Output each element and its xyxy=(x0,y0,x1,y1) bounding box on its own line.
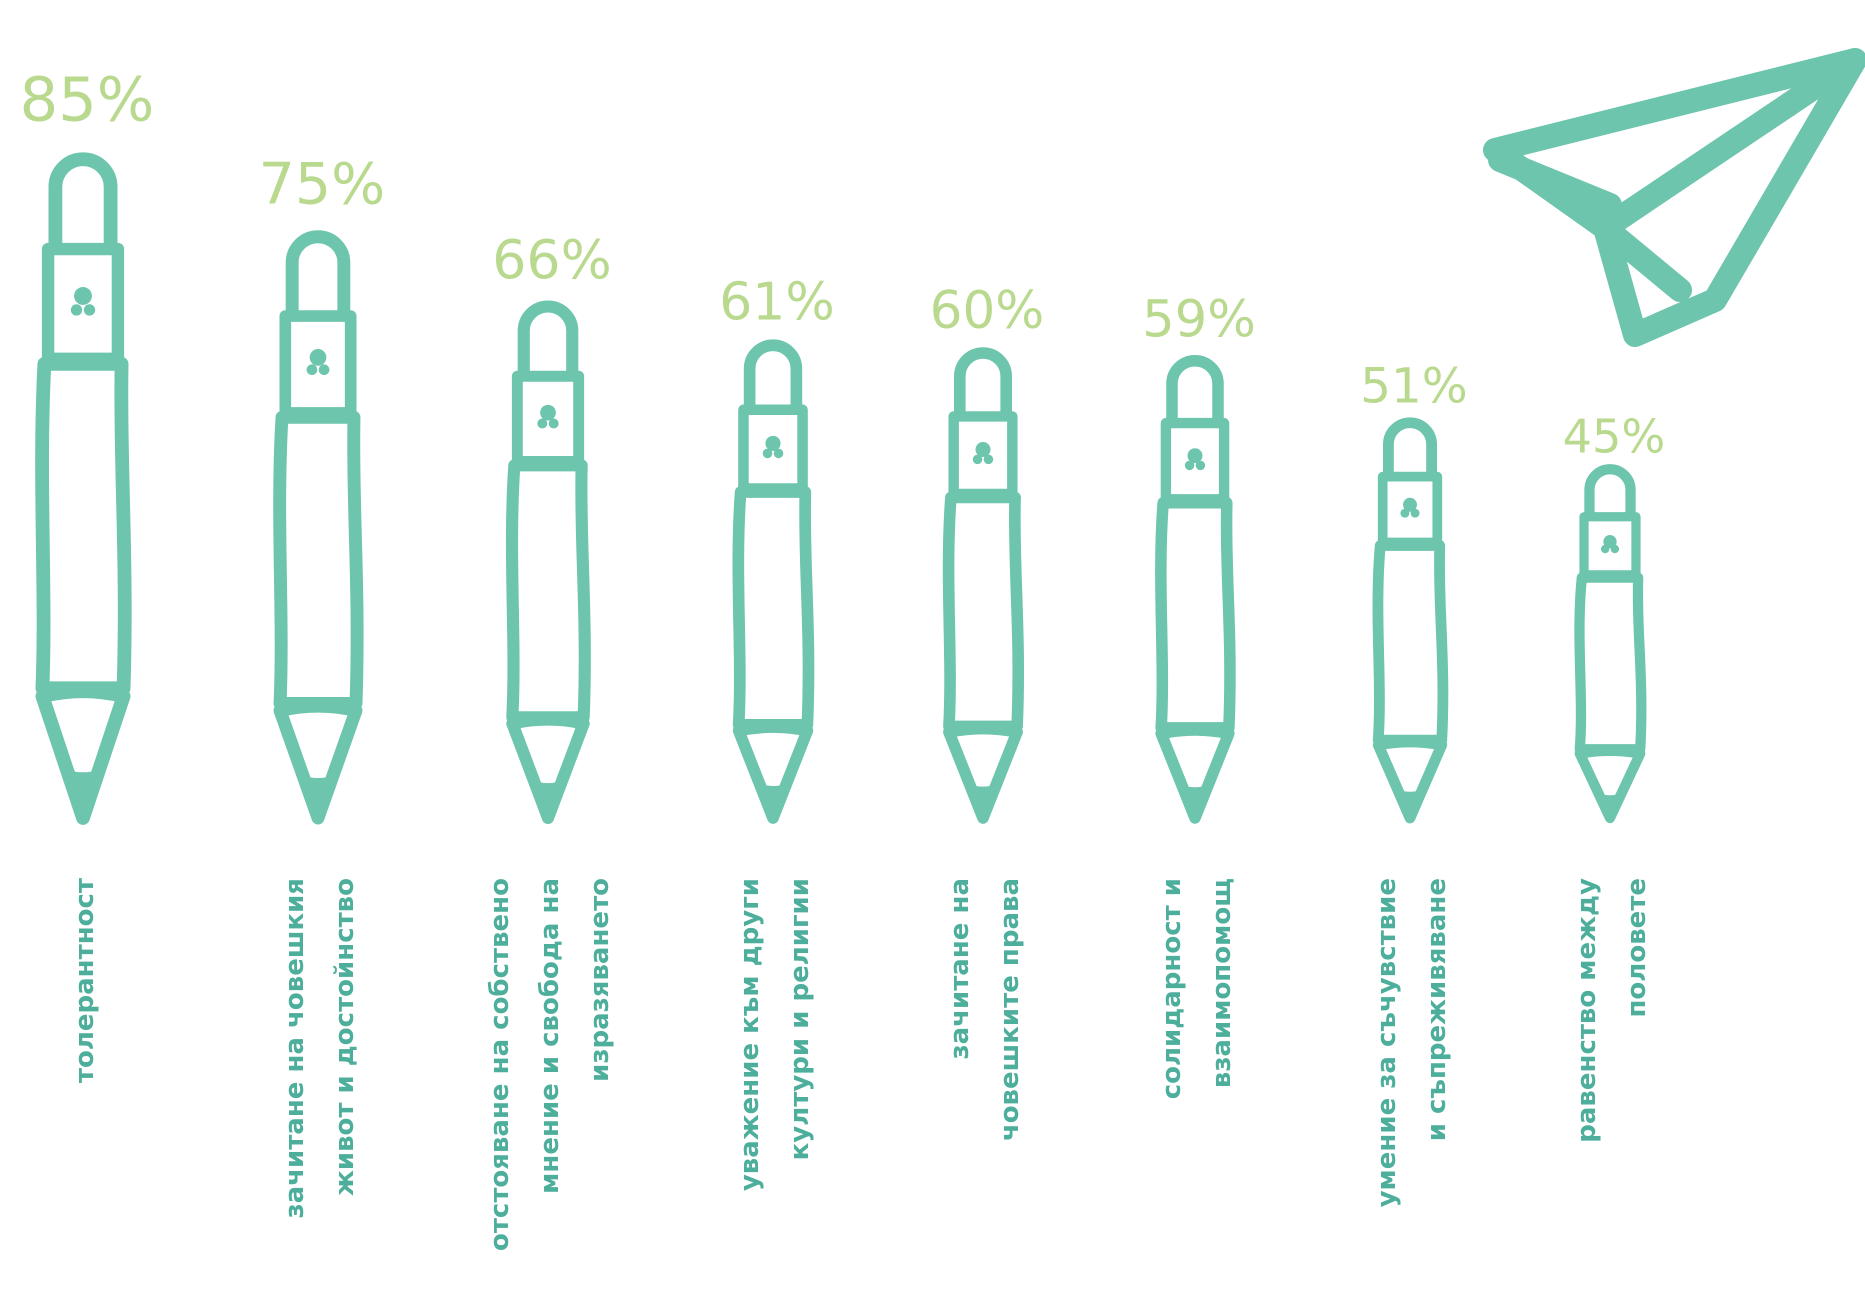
category-label-line: солидарност и xyxy=(1157,878,1187,1099)
category-label-line: мнение и свобода на xyxy=(535,878,565,1194)
category-label: уважение към други култури и религии xyxy=(735,878,815,1191)
value-label: 51% xyxy=(1360,359,1468,415)
pencil-bar: 75% xyxy=(273,230,364,825)
value-label: 75% xyxy=(259,152,386,218)
category-label-line: живот и достойнство xyxy=(330,878,360,1196)
category-label-line: половете xyxy=(1622,878,1652,1018)
category-label-line: равенство между xyxy=(1572,878,1602,1143)
value-label: 45% xyxy=(1563,410,1666,464)
category-label-line: взаимопомощ xyxy=(1207,878,1237,1088)
value-label: 59% xyxy=(1142,289,1256,349)
value-label: 61% xyxy=(719,273,835,333)
category-label-line: отстояване на собствено xyxy=(485,878,515,1251)
pencil-bar: 61% xyxy=(732,339,815,824)
category-label: толерантност xyxy=(70,878,100,1083)
category-label: умение за съчувствие и съпреживяване xyxy=(1372,878,1452,1207)
pencil-bar: 51% xyxy=(1372,417,1449,824)
category-label-line: изразяването xyxy=(585,878,615,1082)
category-label-line: човешките права xyxy=(995,878,1025,1141)
paper-plane-icon xyxy=(1483,48,1865,347)
category-label-line: зачитане на човешкия xyxy=(280,878,310,1219)
category-label-line: толерантност xyxy=(70,878,100,1083)
pencil-bar: 45% xyxy=(1574,464,1647,824)
category-labels-layer: толерантност зачитане на човешкия живот и … xyxy=(70,878,1652,1251)
pencil-bar: 66% xyxy=(505,300,591,825)
value-label: 85% xyxy=(20,66,155,136)
bars-layer: 85% 85% 75% 75% 66% 66% 61%61% 60% 60% 59% 59% 51%5… xyxy=(20,66,1666,825)
category-label-line: зачитане на xyxy=(945,878,975,1060)
pencil-bar: 60% xyxy=(942,347,1025,824)
category-label: равенство между половете xyxy=(1572,878,1652,1143)
category-label: зачитане на човешките права xyxy=(945,878,1025,1141)
category-label-line: умение за съчувствие xyxy=(1372,878,1402,1207)
pencil-bar: 85% xyxy=(35,152,132,825)
value-label: 66% xyxy=(492,228,612,291)
category-label: отстояване на собствено мнение и свобода … xyxy=(485,878,615,1251)
category-label-line: уважение към други xyxy=(735,878,765,1191)
category-label: солидарност и взаимопомощ xyxy=(1157,878,1237,1099)
category-label-line: и съпреживяване xyxy=(1422,878,1452,1141)
category-label: зачитане на човешкия живот и достойнство xyxy=(280,878,360,1219)
category-label-line: култури и религии xyxy=(785,878,815,1160)
value-label: 60% xyxy=(930,281,1045,341)
pencil-bar: 59% xyxy=(1155,354,1236,824)
